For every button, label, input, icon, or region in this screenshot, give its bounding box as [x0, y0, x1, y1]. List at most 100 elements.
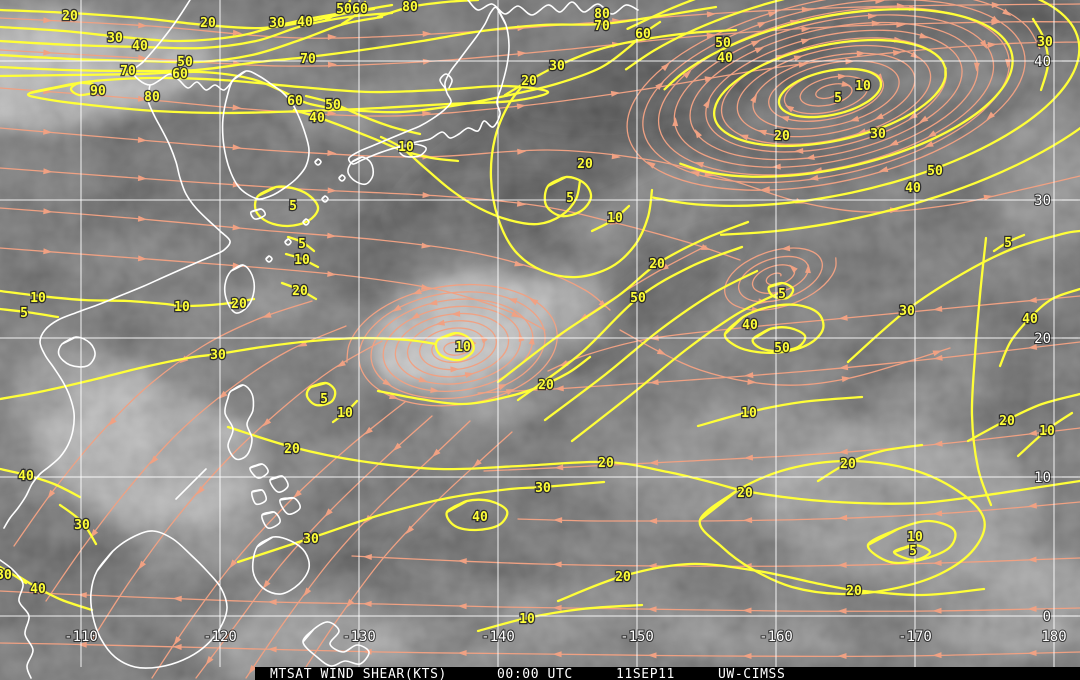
flow-arrow-icon [421, 242, 431, 249]
flow-arrow-icon [690, 171, 701, 177]
flow-arrow-icon [927, 130, 937, 138]
shear-value-label: 5 [909, 544, 917, 559]
shear-value-label: 10 [30, 291, 46, 306]
flow-arrow-icon [1027, 297, 1037, 304]
streamline [245, 420, 471, 679]
coastline [284, 238, 292, 246]
flow-arrow-icon [646, 161, 656, 169]
shear-value-label: 80 [402, 0, 418, 15]
flow-arrow-icon [173, 636, 182, 646]
shear-value-label: 20 [577, 157, 593, 172]
shear-value-label: 10 [337, 406, 353, 421]
flow-arrow-icon [750, 93, 758, 104]
shear-value-label: 10 [1039, 424, 1055, 439]
shear-contour [543, 175, 593, 218]
coastline [89, 530, 228, 669]
flow-arrow-icon [324, 508, 333, 517]
flow-arrow-icon [430, 387, 440, 394]
flow-arrow-icon [518, 332, 525, 343]
shear-value-label: 30 [303, 532, 319, 547]
shear-contour [376, 355, 592, 406]
shear-value-label: 30 [74, 518, 90, 533]
shear-contour [324, 0, 352, 22]
shear-value-label: 50 [336, 2, 352, 17]
flow-arrow-icon [138, 560, 146, 570]
shear-value-label: 40 [132, 39, 148, 54]
shear-value-label: 10 [398, 140, 414, 155]
flow-arrow-icon [757, 21, 767, 29]
flow-arrow-icon [933, 354, 943, 361]
flow-arrow-icon [43, 128, 53, 135]
shear-contour [1016, 411, 1074, 458]
coastline [397, 143, 427, 158]
flow-arrow-icon [43, 49, 53, 56]
shear-value-label: 40 [30, 582, 46, 597]
flow-arrow-icon [987, 42, 997, 49]
shear-contour [305, 381, 337, 407]
flow-arrow-icon [979, 39, 988, 50]
flow-arrow-icon [138, 22, 148, 29]
shear-value-label: 5 [566, 191, 574, 206]
flow-arrow-icon [410, 312, 421, 320]
flow-arrow-icon [1027, 343, 1038, 350]
flow-arrow-icon [47, 489, 56, 499]
coastline [302, 218, 310, 226]
shear-value-label: 40 [905, 181, 921, 196]
shear-contour [0, 565, 28, 585]
shear-contour [0, 5, 718, 73]
shear-contour [340, 0, 367, 26]
shear-contour [226, 425, 1080, 505]
shear-value-label: 80 [594, 7, 610, 22]
longitude-label: -140 [481, 629, 515, 645]
coastline [314, 158, 322, 166]
flow-arrow-icon [838, 448, 848, 455]
coastline [132, 0, 234, 91]
shear-contour [376, 0, 480, 19]
flow-arrow-icon [1027, 650, 1037, 657]
flow-arrow-icon [267, 646, 277, 653]
shear-value-label: 90 [90, 84, 106, 99]
flow-arrow-icon [871, 20, 881, 27]
shear-value-label: 5 [1004, 236, 1012, 251]
shear-contour [58, 503, 98, 546]
shear-value-label: 30 [1037, 35, 1053, 50]
flow-arrow-icon [694, 162, 705, 168]
shear-contour [0, 11, 394, 50]
shear-contour [16, 574, 94, 612]
shear-value-label: 50 [177, 55, 193, 70]
flow-arrow-icon [303, 587, 312, 597]
flow-arrow-icon [137, 255, 148, 262]
credit: UW-CIMSS [718, 667, 786, 680]
flow-arrow-icon [248, 665, 257, 675]
shear-value-label: 20 [521, 74, 537, 89]
shear-contour-layer [0, 0, 1080, 633]
flow-arrow-icon [137, 175, 148, 182]
flow-arrow-icon [418, 376, 428, 383]
flow-arrow-icon [655, 81, 664, 91]
flow-arrow-icon [841, 80, 851, 87]
shear-value-label: 10 [607, 211, 623, 226]
shear-contour [866, 519, 957, 565]
longitude-label: -160 [759, 629, 793, 645]
shear-contour [286, 235, 316, 253]
flow-arrow-icon [327, 61, 337, 68]
shear-value-label: 50 [715, 36, 731, 51]
shear-value-label: 10 [741, 406, 757, 421]
flow-arrow-icon [262, 418, 272, 427]
streamline [91, 340, 383, 641]
flow-arrow-icon [672, 117, 679, 127]
flow-arrow-icon [327, 270, 337, 277]
longitude-label: -150 [620, 629, 654, 645]
flow-arrow-icon [77, 641, 87, 648]
shear-value-label: 20 [774, 129, 790, 144]
longitude-label: -130 [342, 629, 376, 645]
shear-value-label: 20 [846, 584, 862, 599]
flow-arrow-icon [479, 334, 488, 344]
flow-arrow-icon [794, 147, 804, 154]
coastline [279, 496, 301, 516]
flow-arrow-icon [757, 129, 767, 136]
flow-arrow-icon [743, 454, 754, 461]
streamline [0, 127, 1080, 213]
shear-value-label: 50 [325, 98, 341, 113]
flow-arrow-icon [703, 99, 711, 109]
